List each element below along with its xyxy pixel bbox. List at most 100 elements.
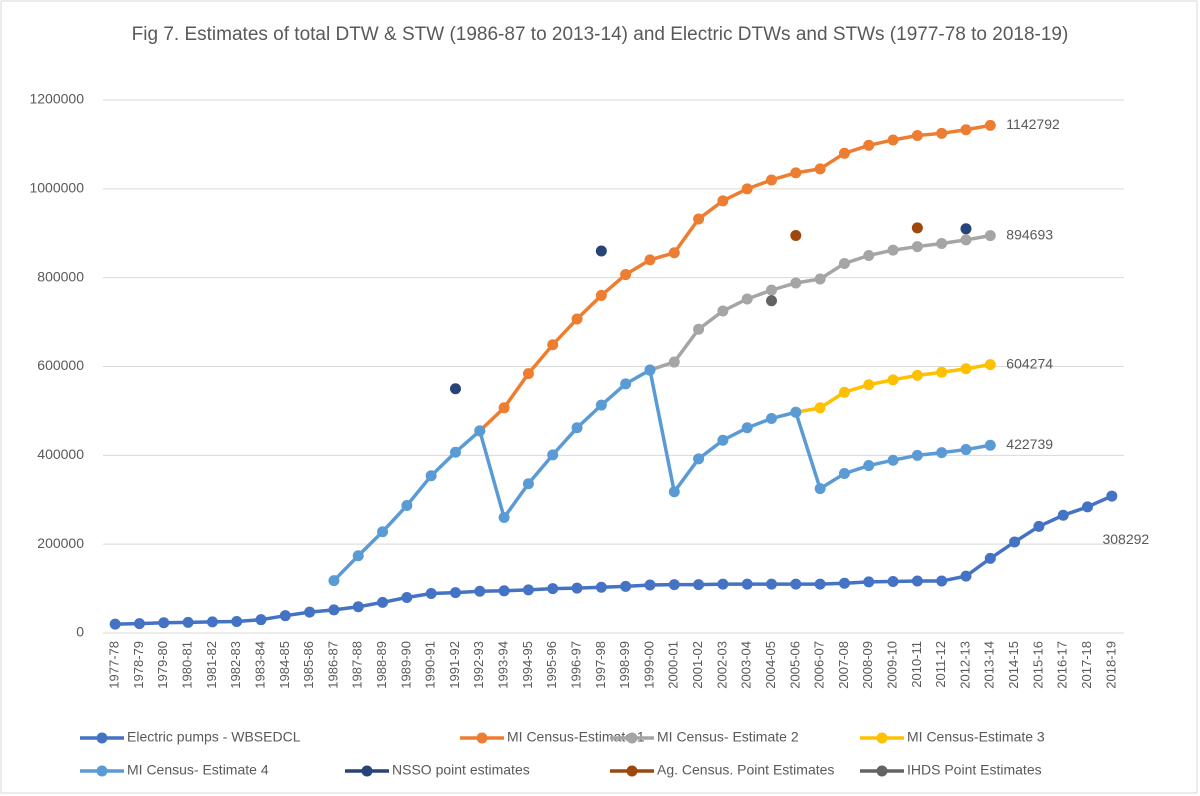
x-tick-label: 2008-09 — [860, 641, 875, 689]
data-point — [693, 213, 705, 225]
data-point — [741, 578, 753, 590]
legend-label: Ag. Census. Point Estimates — [657, 762, 834, 778]
legend-label: Electric pumps - WBSEDCL — [127, 729, 301, 745]
data-point — [984, 552, 996, 564]
data-point — [838, 257, 850, 269]
data-point — [328, 575, 340, 587]
legend-marker — [626, 765, 638, 777]
x-tick-label: 1996-97 — [568, 641, 583, 689]
legend-marker — [96, 765, 108, 777]
x-tick-label: 2018-19 — [1103, 641, 1118, 689]
data-point — [425, 470, 437, 482]
x-tick-label: 2015-16 — [1030, 641, 1045, 689]
x-tick-label: 2010-11 — [909, 641, 924, 688]
x-tick-label: 1983-84 — [252, 641, 267, 689]
legend-marker — [96, 732, 108, 744]
legend-marker — [476, 732, 488, 744]
data-point — [668, 356, 680, 368]
data-point — [474, 585, 486, 597]
data-point — [182, 616, 194, 628]
data-point — [887, 134, 899, 146]
data-point — [790, 277, 802, 289]
data-point — [595, 289, 607, 301]
data-point — [741, 183, 753, 195]
data-point — [863, 249, 875, 261]
x-tick-label: 2003-04 — [739, 641, 754, 689]
legend-label: MI Census- Estimate 4 — [127, 762, 269, 778]
data-point — [595, 399, 607, 411]
data-point — [863, 576, 875, 588]
x-tick-label: 2012-13 — [957, 641, 972, 689]
x-tick-label: 2011-12 — [933, 641, 948, 688]
data-point — [401, 591, 413, 603]
x-tick-label: 1999-00 — [641, 641, 656, 689]
x-tick-label: 1978-79 — [131, 641, 146, 689]
data-point — [571, 422, 583, 434]
x-tick-label: 1991-92 — [447, 641, 462, 689]
x-tick-label: 1989-90 — [398, 641, 413, 689]
data-point — [571, 313, 583, 325]
data-point — [255, 614, 267, 626]
data-point — [1033, 520, 1045, 532]
data-point — [960, 570, 972, 582]
data-point — [984, 119, 996, 131]
data-point — [644, 254, 656, 266]
x-tick-label: 1993-94 — [496, 641, 511, 689]
chart-title: Fig 7. Estimates of total DTW & STW (198… — [131, 24, 1069, 45]
data-point — [911, 369, 923, 381]
x-tick-label: 2006-07 — [812, 641, 827, 689]
x-tick-label: 2017-18 — [1079, 641, 1094, 689]
data-point — [133, 618, 145, 630]
x-tick-label: 1985-86 — [301, 641, 316, 689]
x-tick-label: 2007-08 — [836, 641, 851, 689]
data-point — [838, 577, 850, 589]
x-tick-label: 2013-14 — [982, 641, 997, 689]
data-point — [547, 449, 559, 461]
data-point — [547, 583, 559, 595]
data-point — [766, 412, 778, 424]
y-tick-label: 400000 — [37, 446, 84, 462]
data-point — [620, 580, 632, 592]
data-point — [425, 587, 437, 599]
data-point — [522, 584, 534, 596]
data-point — [328, 604, 340, 616]
data-point — [741, 293, 753, 305]
x-tick-label: 1977-78 — [107, 641, 122, 689]
y-tick-label: 1200000 — [29, 91, 84, 107]
x-tick-label: 1994-95 — [520, 641, 535, 689]
data-point — [668, 486, 680, 498]
data-point — [1106, 490, 1118, 502]
x-tick-label: 1984-85 — [277, 641, 292, 689]
data-point — [911, 130, 923, 142]
legend-label: MI Census- Estimate 2 — [657, 729, 799, 745]
data-point — [693, 453, 705, 465]
data-point — [814, 163, 826, 175]
data-point — [766, 174, 778, 186]
legend-label: IHDS Point Estimates — [907, 762, 1042, 778]
data-point — [620, 378, 632, 390]
x-tick-label: 1995-96 — [544, 641, 559, 689]
data-point — [644, 364, 656, 376]
data-point — [498, 402, 510, 414]
data-label: 422739 — [1006, 436, 1053, 452]
data-point — [960, 363, 972, 375]
data-point — [960, 234, 972, 246]
y-tick-label: 600000 — [37, 357, 84, 373]
data-point — [790, 229, 802, 241]
data-point — [911, 449, 923, 461]
data-point — [766, 578, 778, 590]
x-tick-label: 2002-03 — [714, 641, 729, 689]
data-point — [838, 468, 850, 480]
data-point — [887, 244, 899, 256]
data-point — [522, 368, 534, 380]
series-line — [332, 367, 991, 582]
data-point — [984, 439, 996, 451]
data-point — [401, 500, 413, 512]
data-point — [377, 526, 389, 538]
data-point — [936, 366, 948, 378]
data-point — [960, 223, 972, 235]
data-point — [838, 386, 850, 398]
data-point — [717, 434, 729, 446]
data-point — [911, 575, 923, 587]
